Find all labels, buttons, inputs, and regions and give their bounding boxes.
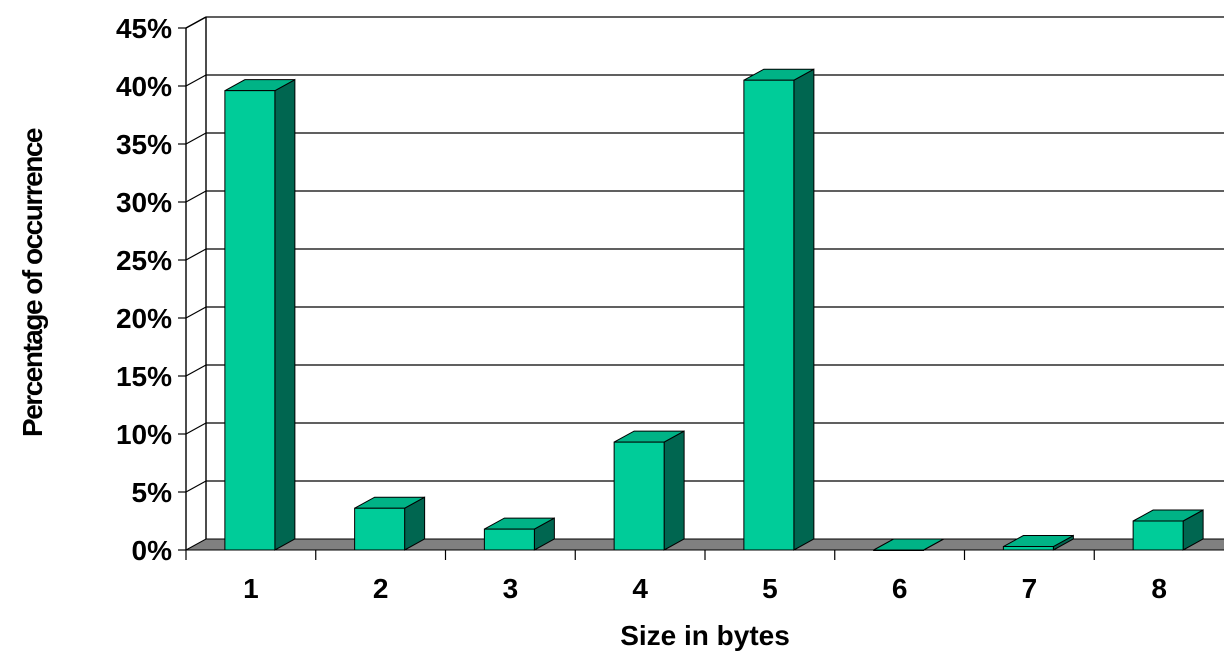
axes: [178, 16, 1095, 560]
gridline-depth: [185, 422, 207, 435]
gridline-depth: [185, 132, 207, 145]
gridline-depth: [185, 190, 207, 203]
bars: [224, 68, 1204, 551]
y-tick-label: 5%: [132, 477, 173, 508]
y-tick-label: 25%: [116, 245, 172, 276]
y-axis-title: Percentage of occurrence: [17, 128, 48, 437]
bar: [613, 430, 685, 551]
y-tick-label: 0%: [132, 535, 173, 566]
y-tick-label: 40%: [116, 71, 172, 102]
x-tick-label: 8: [1151, 573, 1167, 604]
y-tick-label: 35%: [116, 129, 172, 160]
bar-front: [873, 549, 925, 551]
bar-side: [274, 78, 296, 551]
gridline-depth: [185, 74, 207, 87]
x-tick-label: 6: [892, 573, 908, 604]
bar: [483, 517, 555, 551]
x-tick-label: 4: [632, 573, 648, 604]
bar: [1132, 509, 1204, 551]
gridline-depth: [185, 364, 207, 377]
bar: [873, 538, 944, 551]
bar: [743, 68, 815, 551]
y-tick-label: 15%: [116, 361, 172, 392]
bar-side: [793, 68, 815, 551]
y-tick-label: 45%: [116, 13, 172, 44]
bar: [224, 78, 296, 551]
gridline-depth: [185, 480, 207, 493]
bar-front: [354, 507, 406, 551]
gridline-depth: [185, 248, 207, 261]
bar-side: [663, 430, 685, 551]
bar-front: [483, 528, 535, 551]
bar-front: [743, 79, 795, 551]
x-tick-label: 5: [762, 573, 778, 604]
y-axis-top-depth: [185, 16, 207, 29]
x-tick-label: 1: [243, 573, 259, 604]
x-tick-label: 2: [373, 573, 389, 604]
x-tick-labels: 1 2 3 4 5 6 7 8: [243, 573, 1167, 604]
bar-front: [613, 441, 665, 551]
y-tick-label: 30%: [116, 187, 172, 218]
y-tick-label: 20%: [116, 303, 172, 334]
bar: [354, 496, 426, 551]
y-tick-label: 10%: [116, 419, 172, 450]
bar-front: [1132, 520, 1184, 551]
y-tick-labels: 0% 5% 10% 15% 20% 25% 30% 35% 40% 45%: [116, 13, 172, 566]
x-tick-label: 3: [503, 573, 519, 604]
bar-front: [1002, 546, 1054, 551]
x-axis-title: Size in bytes: [620, 620, 790, 651]
bar: [1002, 534, 1074, 551]
gridline-depth: [185, 306, 207, 319]
x-tick-label: 7: [1022, 573, 1038, 604]
gridlines: [185, 16, 1224, 493]
bar-front: [224, 90, 276, 551]
